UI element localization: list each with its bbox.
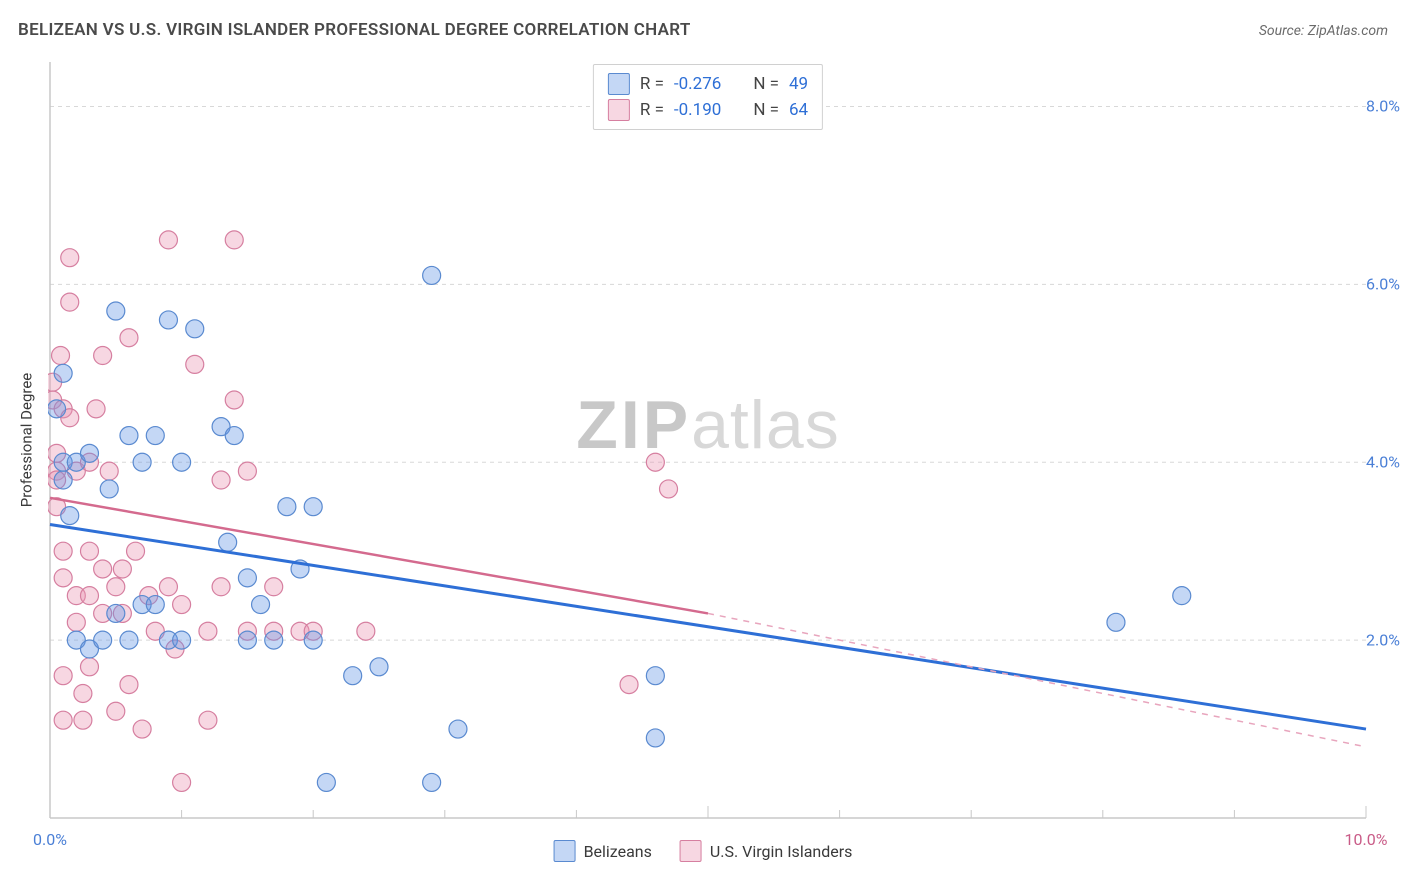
legend-label: Belizeans [584,842,652,861]
y-axis-label: Professional Degree [17,373,35,508]
series-swatch [608,73,630,95]
series-legend: Belizeans U.S. Virgin Islanders [554,840,853,862]
source-credit: Source: ZipAtlas.com [1259,23,1388,39]
legend-item: Belizeans [554,840,652,862]
chart-title: BELIZEAN VS U.S. VIRGIN ISLANDER PROFESS… [18,20,691,40]
y-tick-label: 6.0% [1366,275,1400,294]
legend-item: U.S. Virgin Islanders [680,840,853,862]
y-tick-label: 2.0% [1366,631,1400,650]
y-tick-label: 8.0% [1366,97,1400,116]
legend-label: U.S. Virgin Islanders [710,842,853,861]
series-swatch [608,99,630,121]
r-label: R = [640,100,664,120]
n-value: 64 [789,100,808,120]
n-label: N = [753,74,779,94]
r-value: -0.190 [674,100,721,120]
correlation-row: R = -0.190 N = 64 [608,97,808,123]
legend-swatch [680,840,702,862]
r-value: -0.276 [674,74,721,94]
n-value: 49 [789,74,808,94]
legend-swatch [554,840,576,862]
n-label: N = [753,100,779,120]
correlation-legend-box: R = -0.276 N = 49 R = -0.190 N = 64 [593,64,823,130]
chart-area: ZIPatlas R =-0.276N =49R =-0.190N =64 2.… [48,60,1368,820]
r-label: R = [640,74,664,94]
x-tick-label: 10.0% [1345,830,1388,849]
x-tick-label: 0.0% [33,830,67,849]
scatter-plot-svg [48,60,1368,820]
y-tick-label: 4.0% [1366,453,1400,472]
correlation-row: R = -0.276 N = 49 [608,71,808,97]
